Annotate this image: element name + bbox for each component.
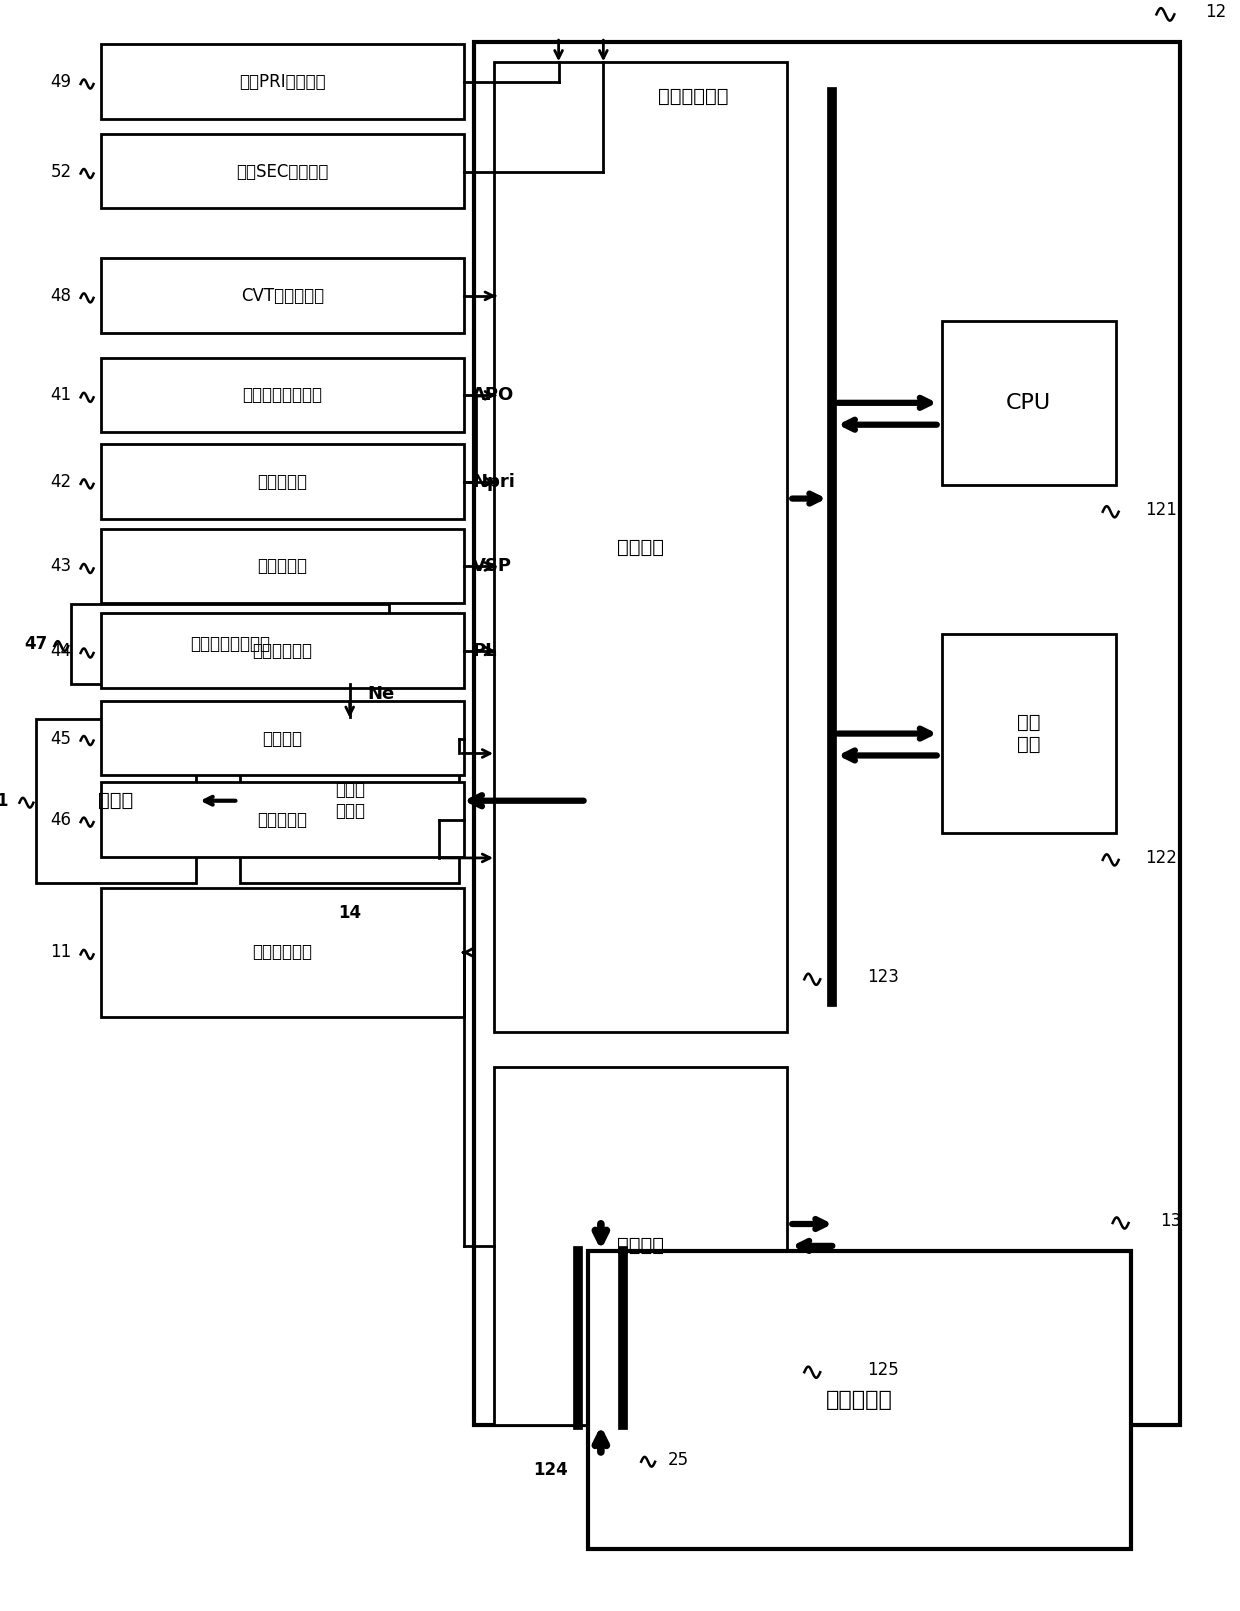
Text: 25: 25 [667,1452,688,1469]
Text: PL: PL [472,643,496,661]
Polygon shape [100,528,464,603]
Text: 存储
装置: 存储 装置 [1017,714,1040,754]
Text: 变速器控制器: 变速器控制器 [657,87,728,106]
Polygon shape [241,719,459,883]
Text: 档位开关: 档位开关 [263,730,303,748]
Polygon shape [100,614,464,688]
Text: 43: 43 [51,557,72,575]
Text: CVT油温传感器: CVT油温传感器 [241,287,324,304]
Text: 输出接口: 输出接口 [618,1236,665,1255]
Text: 41: 41 [51,387,72,404]
Text: CPU: CPU [1006,393,1052,412]
Polygon shape [100,701,464,775]
Text: 14: 14 [339,904,361,921]
Text: 1: 1 [0,791,7,810]
Text: 121: 121 [1146,501,1177,519]
Text: VSP: VSP [472,557,512,575]
Polygon shape [494,63,787,1033]
Polygon shape [100,445,464,519]
Text: 42: 42 [51,474,72,491]
Text: 发动机转速传感器: 发动机转速传感器 [190,635,270,652]
Text: 122: 122 [1146,849,1177,867]
Text: 转速传感器: 转速传感器 [258,474,308,491]
Polygon shape [100,258,464,333]
Polygon shape [100,783,464,857]
Text: 123: 123 [867,968,899,986]
Polygon shape [589,1250,1131,1550]
Polygon shape [494,1066,787,1426]
Text: 实际SEC压传感器: 实际SEC压传感器 [237,163,329,180]
Text: 11: 11 [51,944,72,962]
Polygon shape [474,42,1180,1426]
Polygon shape [941,321,1116,485]
Text: 47: 47 [25,635,48,652]
Polygon shape [941,635,1116,833]
Text: 45: 45 [51,730,72,748]
Text: 46: 46 [51,810,72,830]
Text: 油压控制回路: 油压控制回路 [253,944,312,962]
Text: 44: 44 [51,643,72,661]
Text: 12: 12 [1205,3,1226,21]
Text: 管路压传感器: 管路压传感器 [253,643,312,661]
Polygon shape [100,43,464,119]
Text: 制动器开关: 制动器开关 [258,810,308,830]
Polygon shape [36,719,196,883]
Polygon shape [71,604,389,683]
Text: 输入接口: 输入接口 [618,538,665,556]
Text: 发动机: 发动机 [98,791,134,810]
Text: 48: 48 [51,287,72,304]
Text: 发动机
控制器: 发动机 控制器 [335,781,365,820]
Text: 车速传感器: 车速传感器 [258,557,308,575]
Text: Npri: Npri [472,474,515,491]
Text: 加速器开度传感器: 加速器开度传感器 [243,387,322,404]
Text: 13: 13 [1161,1211,1182,1231]
Text: 125: 125 [867,1361,899,1379]
Text: APO: APO [472,387,515,404]
Text: 综合控制器: 综合控制器 [826,1390,893,1410]
Text: 49: 49 [51,72,72,90]
Text: Ne: Ne [367,685,394,702]
Text: 实际PRI压传感器: 实际PRI压传感器 [239,72,326,90]
Polygon shape [100,358,464,432]
Text: 124: 124 [533,1461,568,1479]
Polygon shape [100,888,464,1017]
Polygon shape [100,134,464,208]
Text: 52: 52 [51,163,72,180]
